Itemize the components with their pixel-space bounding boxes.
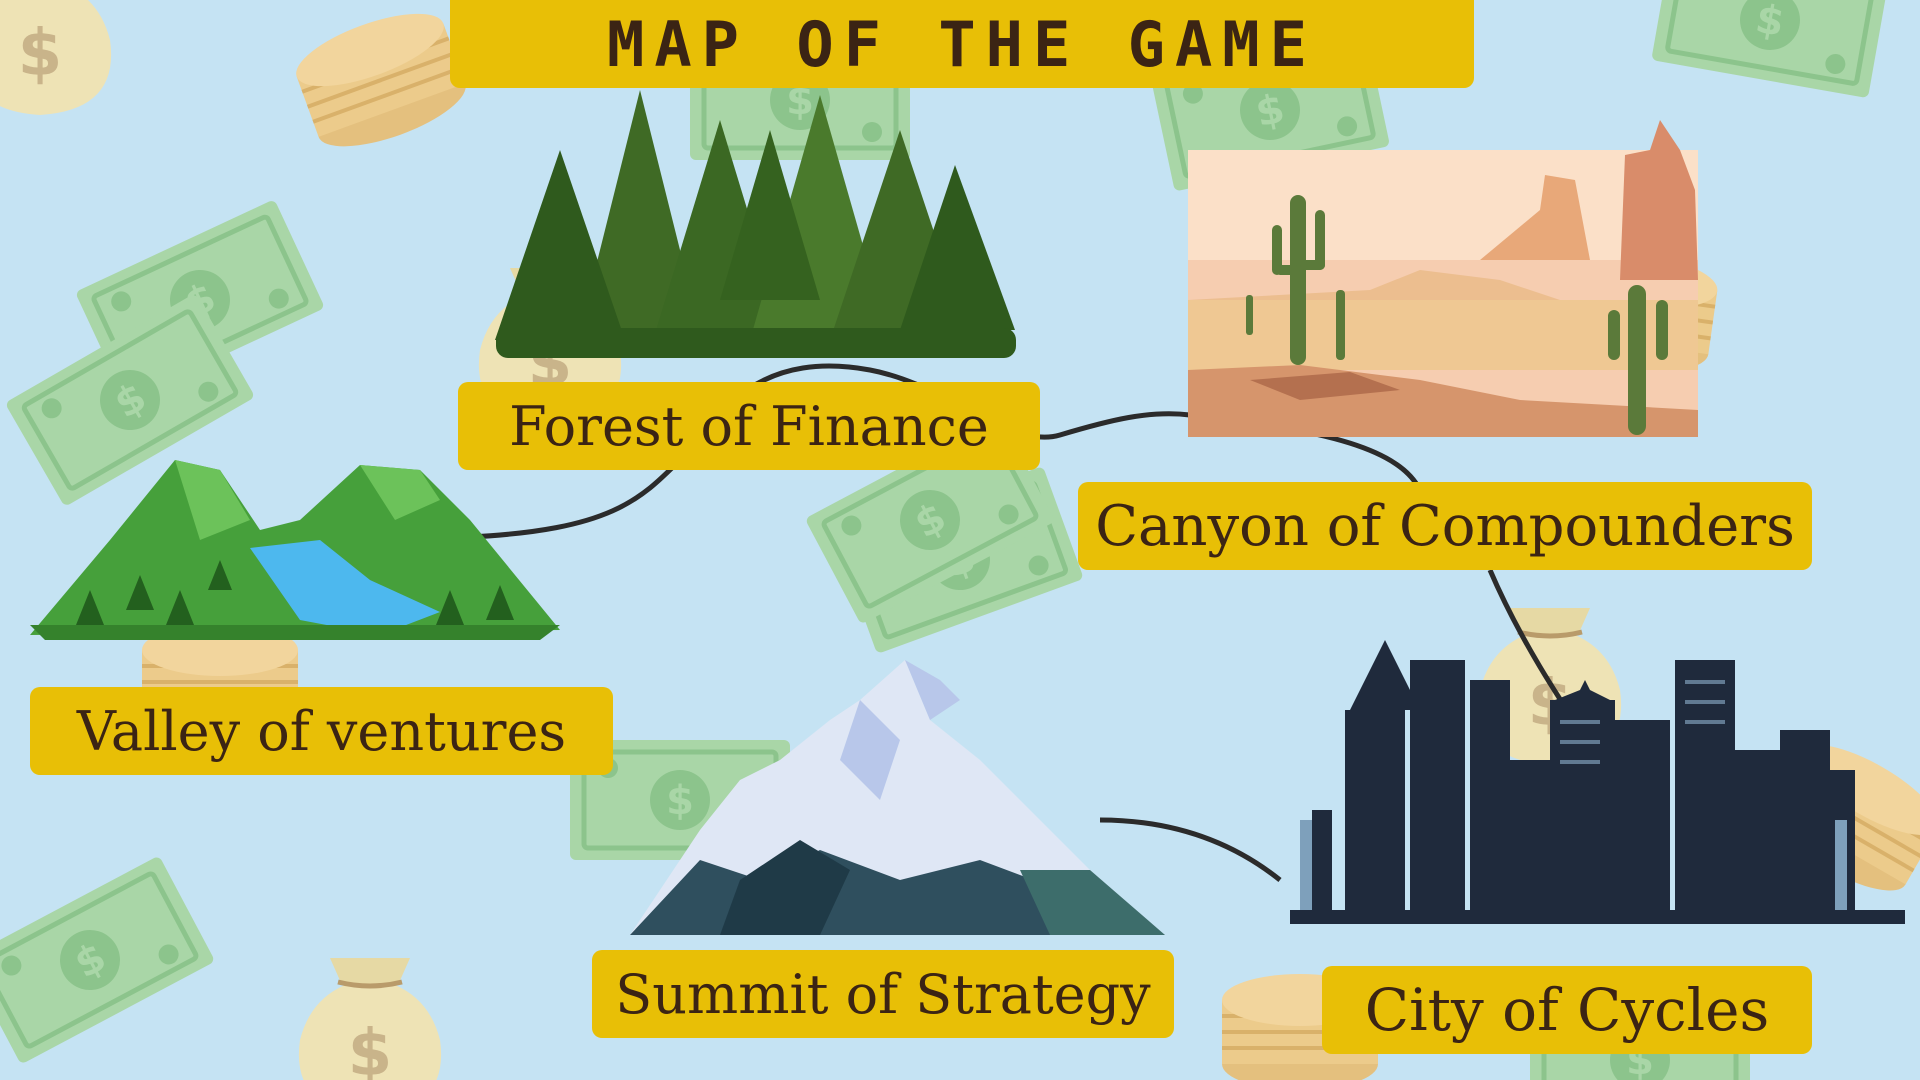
- location-label-canyon[interactable]: Canyon of Compounders: [1078, 482, 1812, 570]
- location-name: Canyon of Compounders: [1095, 493, 1795, 559]
- location-label-forest[interactable]: Forest of Finance: [458, 382, 1040, 470]
- green-valley-icon: [30, 460, 560, 640]
- location-name: Forest of Finance: [509, 394, 989, 458]
- location-label-summit[interactable]: Summit of Strategy: [592, 950, 1174, 1038]
- location-name: City of Cycles: [1364, 976, 1770, 1044]
- location-name: Summit of Strategy: [615, 962, 1151, 1026]
- location-label-valley[interactable]: Valley of ventures: [30, 687, 613, 775]
- city-skyline-icon: [1290, 640, 1905, 924]
- title-banner: MAP OF THE GAME: [450, 0, 1474, 88]
- snowy-mountain-icon: [630, 660, 1165, 935]
- desert-canyon-icon: [1188, 120, 1698, 437]
- page-title: MAP OF THE GAME: [607, 7, 1317, 81]
- pine-forest-icon: [495, 90, 1016, 358]
- location-label-city[interactable]: City of Cycles: [1322, 966, 1812, 1054]
- location-name: Valley of ventures: [76, 699, 567, 763]
